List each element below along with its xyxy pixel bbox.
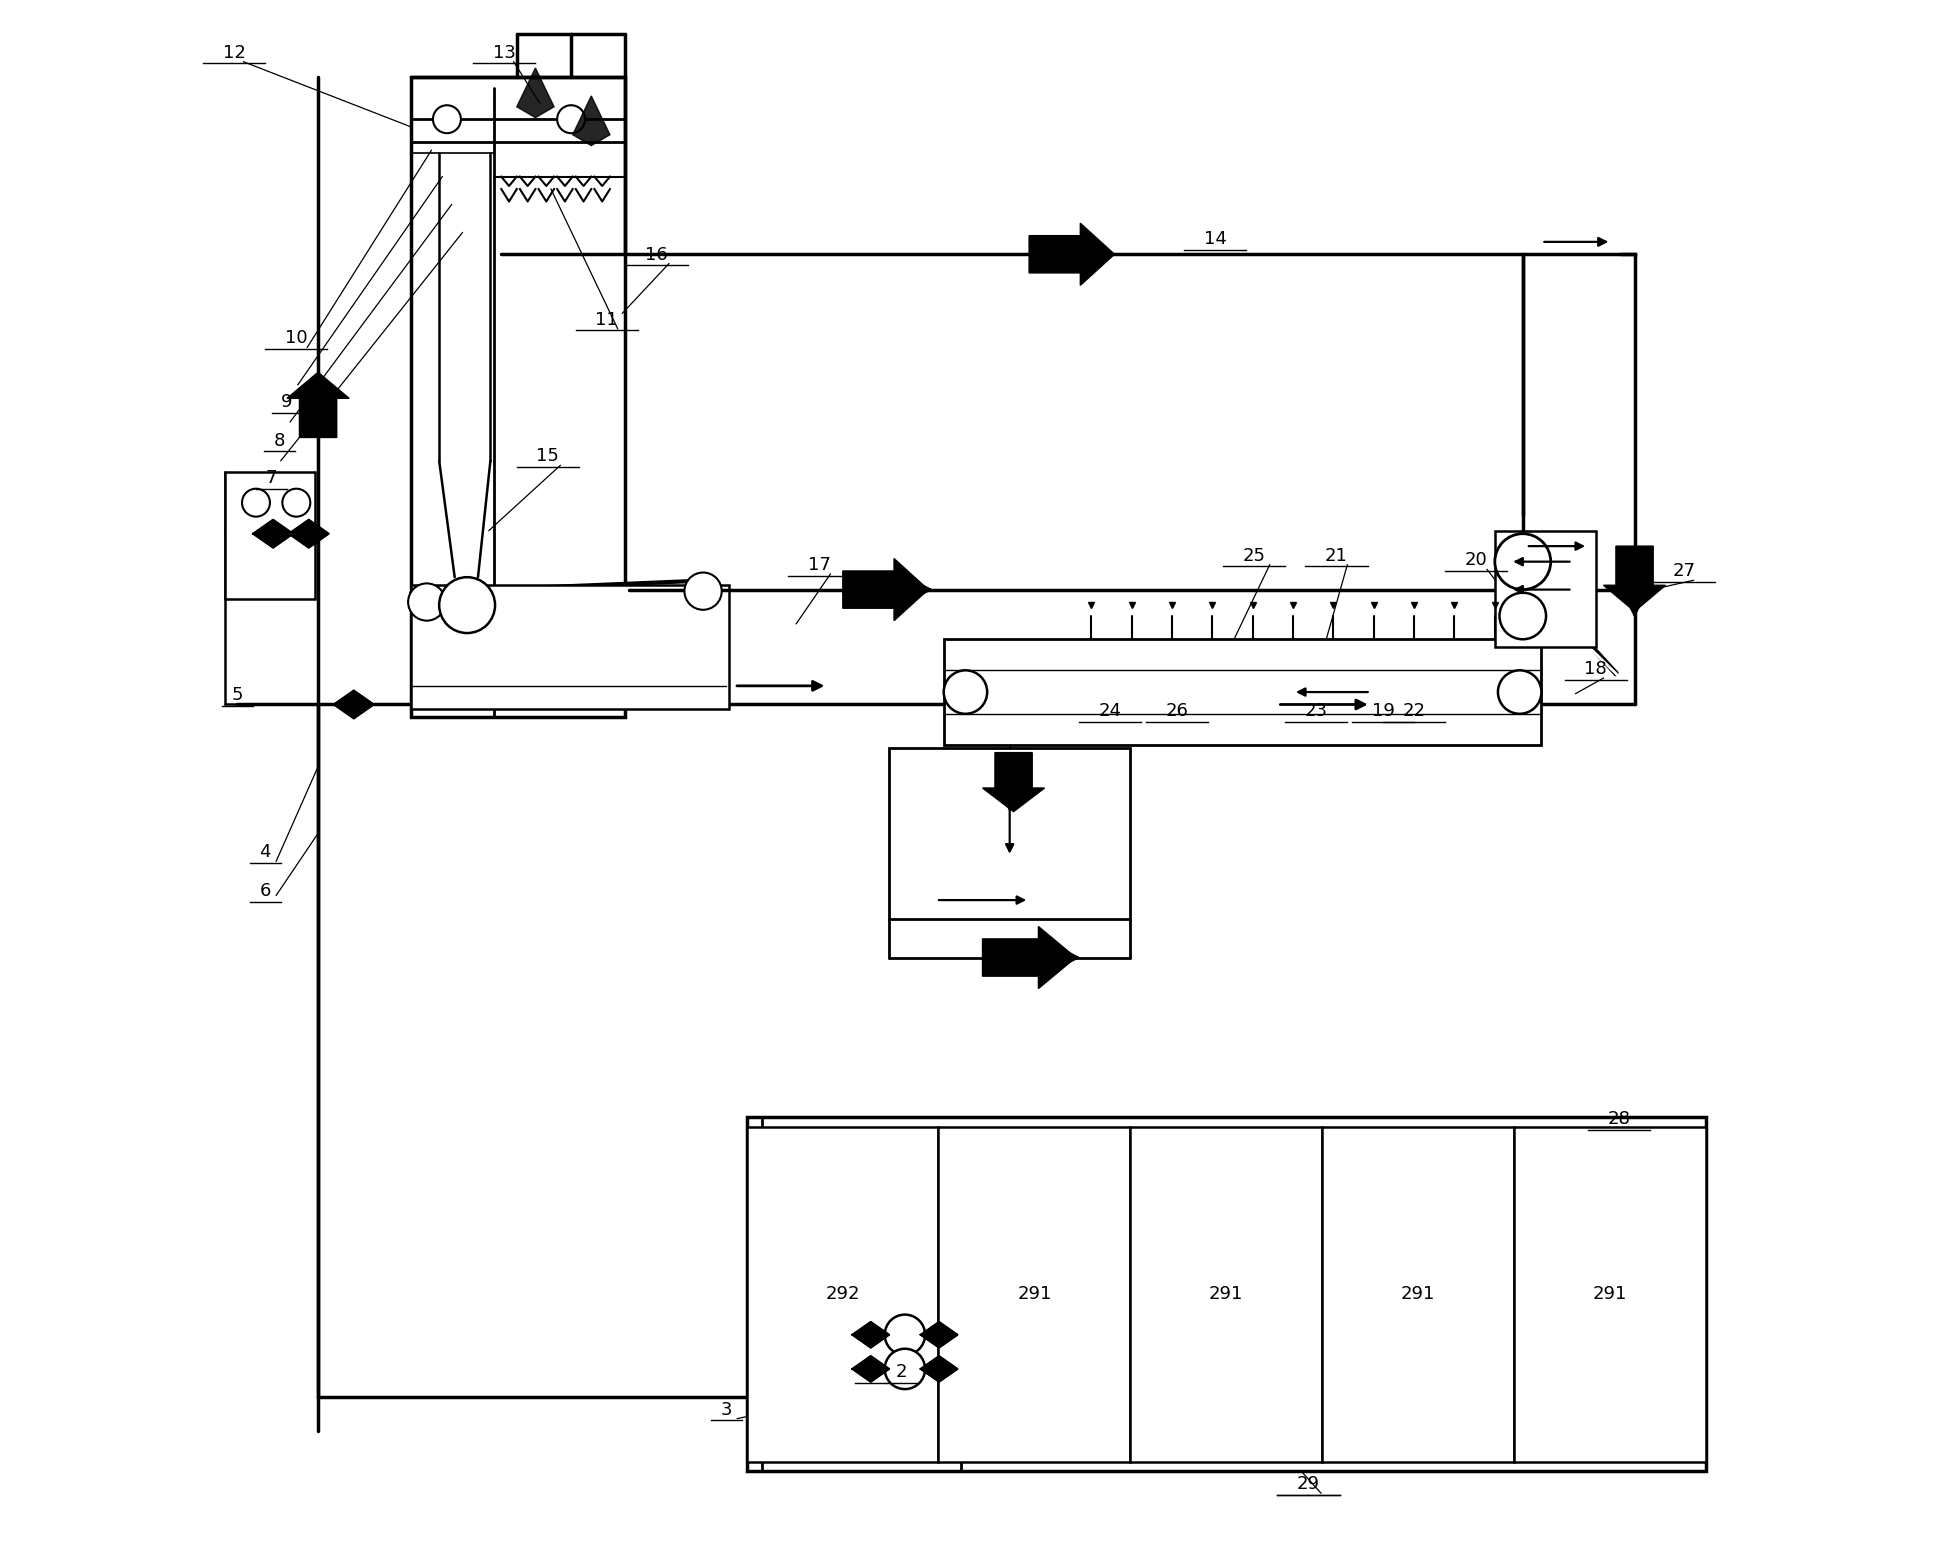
Circle shape: [1495, 534, 1551, 589]
Text: 6: 6: [259, 882, 271, 901]
Text: 24: 24: [1099, 703, 1122, 720]
Bar: [412, 584, 729, 709]
Text: 17: 17: [808, 556, 832, 573]
Polygon shape: [333, 690, 373, 718]
Text: 291: 291: [1209, 1285, 1244, 1304]
Bar: [944, 639, 1541, 745]
Text: 19: 19: [1371, 703, 1394, 720]
Polygon shape: [982, 927, 1075, 989]
Text: 8: 8: [273, 432, 284, 450]
Text: 20: 20: [1464, 552, 1487, 569]
Circle shape: [242, 489, 271, 517]
Polygon shape: [516, 69, 553, 118]
Circle shape: [408, 583, 445, 620]
Text: 4: 4: [259, 843, 271, 862]
Text: 23: 23: [1305, 703, 1329, 720]
Bar: [412, 78, 625, 717]
Polygon shape: [843, 559, 928, 620]
Circle shape: [884, 1349, 924, 1390]
Circle shape: [685, 572, 721, 609]
Text: 22: 22: [1402, 703, 1425, 720]
Text: 1: 1: [864, 1363, 876, 1382]
Bar: [747, 1117, 1706, 1471]
Text: 9: 9: [280, 393, 292, 411]
Circle shape: [944, 670, 986, 714]
Text: 29: 29: [1298, 1475, 1321, 1493]
Text: 15: 15: [536, 447, 559, 466]
Bar: [1514, 1126, 1706, 1461]
Text: 7: 7: [265, 469, 277, 488]
Polygon shape: [1603, 547, 1665, 611]
Polygon shape: [1029, 223, 1114, 285]
Text: 291: 291: [1400, 1285, 1435, 1304]
Text: 291: 291: [1594, 1285, 1626, 1304]
Text: 10: 10: [284, 329, 308, 347]
Circle shape: [1499, 670, 1541, 714]
Polygon shape: [286, 372, 350, 438]
Bar: [747, 1126, 938, 1461]
Circle shape: [439, 576, 495, 633]
Text: 292: 292: [826, 1285, 861, 1304]
Text: 26: 26: [1164, 703, 1187, 720]
Polygon shape: [572, 97, 609, 145]
Circle shape: [282, 489, 309, 517]
Bar: [1323, 1126, 1514, 1461]
Polygon shape: [288, 519, 329, 548]
Text: 28: 28: [1607, 1111, 1630, 1128]
Bar: [1129, 1126, 1323, 1461]
Polygon shape: [921, 1321, 957, 1348]
Circle shape: [433, 106, 460, 132]
Bar: [224, 472, 315, 598]
Text: 5: 5: [232, 687, 244, 704]
Bar: [1495, 531, 1596, 647]
Text: 21: 21: [1325, 547, 1348, 564]
Text: 2: 2: [895, 1363, 907, 1382]
Polygon shape: [253, 519, 294, 548]
Text: 14: 14: [1205, 231, 1226, 248]
Text: 291: 291: [1017, 1285, 1052, 1304]
Polygon shape: [921, 1355, 957, 1382]
Text: 11: 11: [596, 310, 619, 329]
Polygon shape: [853, 1321, 890, 1348]
Text: 18: 18: [1584, 661, 1607, 678]
Text: 12: 12: [222, 44, 246, 62]
Text: 3: 3: [721, 1401, 733, 1419]
Circle shape: [1499, 592, 1545, 639]
Text: 27: 27: [1673, 562, 1696, 580]
Circle shape: [557, 106, 586, 132]
Text: 13: 13: [493, 44, 516, 62]
Text: 25: 25: [1244, 547, 1265, 564]
Bar: [938, 1126, 1129, 1461]
Polygon shape: [982, 753, 1044, 812]
Polygon shape: [853, 1355, 890, 1382]
Text: 16: 16: [646, 246, 667, 263]
Circle shape: [884, 1315, 924, 1355]
Bar: [890, 748, 1129, 919]
